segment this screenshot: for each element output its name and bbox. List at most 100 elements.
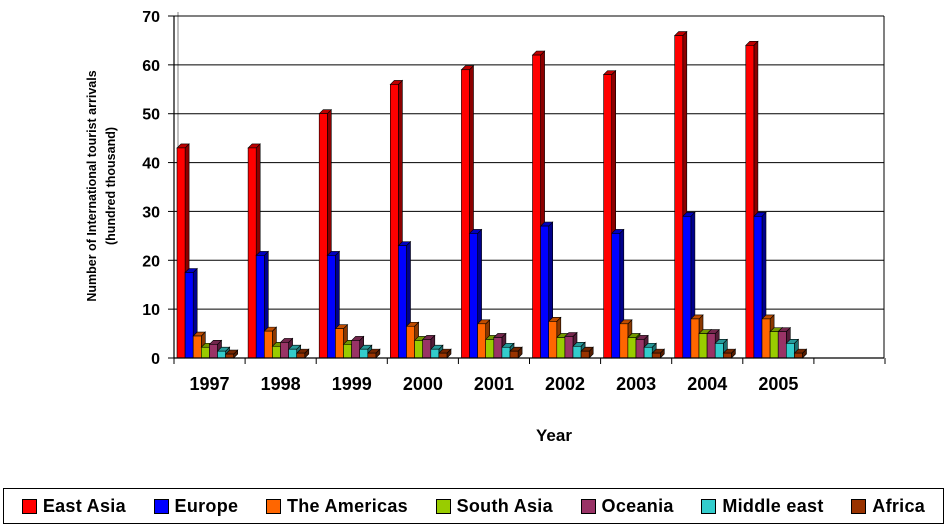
x-tick-label: 2004 bbox=[687, 374, 727, 394]
legend-item: Middle east bbox=[701, 496, 823, 517]
bar bbox=[682, 216, 692, 359]
bar bbox=[698, 333, 708, 359]
bar bbox=[326, 255, 336, 359]
y-tick-label: 30 bbox=[142, 204, 160, 221]
legend-label: Africa bbox=[872, 495, 926, 516]
bar bbox=[753, 216, 763, 359]
bar bbox=[485, 339, 495, 359]
bar bbox=[318, 113, 328, 359]
bar bbox=[714, 343, 724, 359]
bar bbox=[367, 352, 377, 359]
bar bbox=[192, 335, 202, 359]
bar bbox=[564, 336, 574, 359]
bar bbox=[296, 352, 306, 359]
axes bbox=[168, 15, 886, 364]
x-tick-label: 1998 bbox=[261, 374, 301, 394]
bar bbox=[603, 74, 612, 359]
bar bbox=[343, 344, 352, 359]
legend-item: South Asia bbox=[435, 495, 553, 517]
legend-swatch bbox=[265, 498, 281, 514]
bar bbox=[217, 350, 226, 359]
bar-chart: 0 10 20 30 40 50 60 70 1997 1998 1999 2000 2001 2002… bbox=[85, 9, 886, 445]
bar bbox=[430, 348, 440, 359]
legend-label: Europe bbox=[174, 495, 239, 516]
bar bbox=[414, 340, 424, 359]
x-tick-label: 2005 bbox=[758, 374, 798, 394]
x-tick-label: 1997 bbox=[190, 374, 230, 394]
legend-label: Oceania bbox=[601, 495, 674, 516]
x-tick-label: 2003 bbox=[616, 374, 656, 394]
y-tick-label: 20 bbox=[142, 253, 160, 270]
bar bbox=[674, 35, 684, 359]
bar bbox=[263, 330, 273, 359]
bar bbox=[209, 344, 218, 359]
legend-label: The Americas bbox=[286, 495, 408, 516]
x-tick-label: 2002 bbox=[545, 374, 585, 394]
bar bbox=[184, 272, 194, 359]
bar bbox=[611, 233, 621, 359]
bar bbox=[398, 245, 407, 359]
legend-swatch bbox=[580, 498, 596, 514]
bar bbox=[532, 54, 541, 359]
bar bbox=[690, 318, 700, 359]
bar bbox=[556, 337, 566, 359]
bar bbox=[722, 352, 732, 359]
legend-item: East Asia bbox=[21, 495, 126, 517]
bar bbox=[509, 350, 519, 359]
bar bbox=[627, 337, 637, 359]
y-tick-label: 60 bbox=[142, 58, 160, 75]
bar bbox=[176, 147, 186, 359]
legend-label: South Asia bbox=[456, 495, 553, 516]
x-tick-labels: 1997 1998 1999 2000 2001 2002 2003 2004 2005 bbox=[190, 374, 799, 394]
bar bbox=[643, 346, 653, 359]
bar bbox=[785, 343, 795, 359]
y-tick-labels: 0 10 20 30 40 50 60 70 bbox=[142, 9, 160, 368]
bar bbox=[335, 328, 344, 359]
bar bbox=[201, 346, 210, 359]
y-tick-label: 0 bbox=[151, 351, 160, 368]
bar bbox=[438, 352, 448, 359]
bar bbox=[501, 346, 511, 359]
bar bbox=[255, 255, 265, 359]
bar bbox=[406, 325, 415, 359]
legend-label: Middle east bbox=[722, 495, 824, 516]
bar bbox=[635, 339, 645, 359]
bar bbox=[794, 352, 803, 359]
bar bbox=[580, 350, 590, 359]
y-tick-label: 10 bbox=[142, 302, 160, 319]
y-tick-label: 70 bbox=[142, 9, 160, 26]
x-tick-label: 2001 bbox=[474, 374, 514, 394]
bar bbox=[389, 84, 399, 359]
bar bbox=[777, 331, 787, 359]
y-axis-title-line1: Number of International tourist arrivals bbox=[85, 70, 99, 301]
bar bbox=[769, 331, 779, 359]
bar bbox=[493, 337, 503, 359]
x-tick-label: 1999 bbox=[332, 374, 372, 394]
bar bbox=[359, 348, 369, 359]
legend-item: Europe bbox=[153, 495, 239, 517]
bar bbox=[272, 345, 281, 359]
legend-item: Africa bbox=[851, 496, 925, 517]
y-tick-label: 40 bbox=[142, 156, 160, 173]
legend-item: Oceania bbox=[580, 495, 674, 517]
legend-item: The Americas bbox=[265, 495, 408, 517]
legend-swatch bbox=[701, 498, 717, 514]
y-tick-label: 50 bbox=[142, 107, 160, 124]
bar bbox=[761, 318, 771, 359]
bar-series bbox=[176, 30, 808, 359]
y-axis-title-line2: (hundred thousand) bbox=[104, 127, 118, 245]
bar bbox=[548, 321, 558, 359]
bar bbox=[651, 352, 661, 359]
x-axis-title: Year bbox=[536, 426, 572, 445]
bar bbox=[745, 45, 755, 359]
bar bbox=[706, 333, 716, 359]
bar bbox=[351, 340, 361, 359]
bar bbox=[461, 69, 470, 359]
legend-label: East Asia bbox=[42, 495, 126, 516]
bar bbox=[572, 345, 582, 359]
x-tick-label: 2000 bbox=[403, 374, 443, 394]
legend-swatch bbox=[851, 498, 867, 514]
bar bbox=[280, 342, 289, 359]
legend-swatch bbox=[21, 498, 37, 514]
bar bbox=[477, 323, 487, 359]
